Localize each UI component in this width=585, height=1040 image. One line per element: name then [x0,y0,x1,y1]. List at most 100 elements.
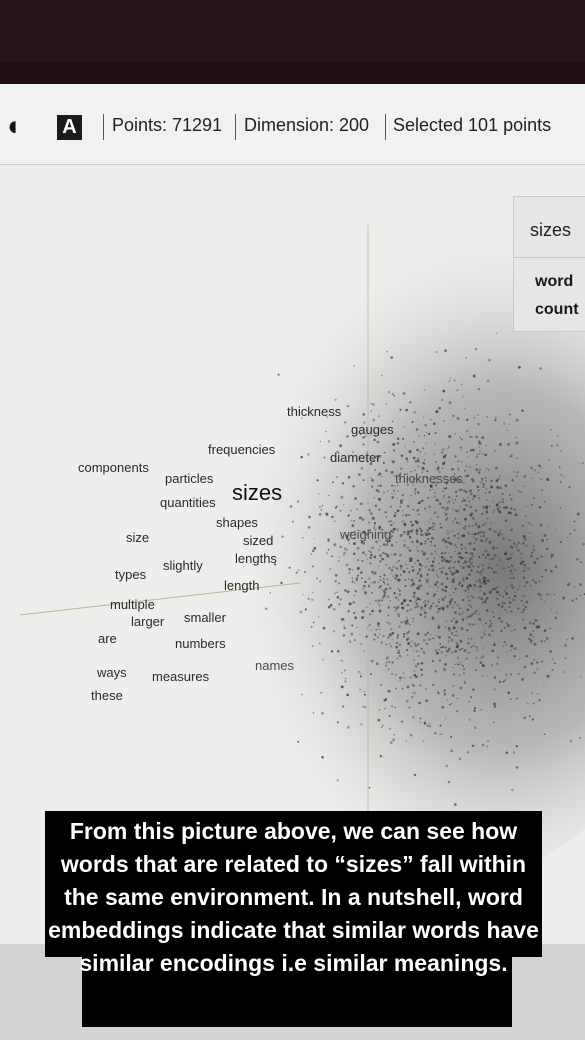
embedding-point [435,410,439,414]
embedding-point [448,446,450,448]
embedding-point [494,554,497,557]
embedding-point [456,626,459,629]
embedding-point [380,683,383,686]
word-label[interactable]: lengths [235,551,277,566]
embedding-point [449,570,452,573]
embedding-point [502,567,505,570]
embedding-point [484,582,487,585]
word-label[interactable]: diameter [330,450,381,465]
word-label[interactable]: sized [243,533,274,548]
embedding-point [397,605,400,608]
word-label-selected[interactable]: sizes [232,480,283,505]
embedding-point [472,565,475,568]
search-input[interactable]: sizes [530,220,572,240]
embedding-point [477,613,480,616]
column-label-word[interactable]: word [535,273,574,290]
embedding-point [402,570,406,573]
embedding-point [412,477,416,481]
embedding-point [430,537,434,540]
embedding-point [514,443,517,446]
embedding-point [448,602,452,606]
embedding-point [311,549,315,553]
embedding-point [486,499,488,501]
embedding-point [454,509,457,512]
embedding-point [368,508,371,512]
embedding-point [498,510,502,514]
word-label[interactable]: thicknesses [395,471,463,486]
word-label[interactable]: multiple [110,597,155,612]
word-label[interactable]: these [91,688,123,703]
embedding-point [376,459,379,461]
word-label[interactable]: measures [152,669,210,684]
embedding-point [468,591,470,594]
embedding-scatter-plot[interactable] [0,165,585,945]
embedding-point [416,540,419,544]
word-label[interactable]: size [126,530,150,545]
word-label[interactable]: length [224,578,260,593]
embedding-point [400,467,403,470]
embedding-point [426,529,430,532]
word-label[interactable]: quantities [160,495,216,510]
embedding-point [459,639,462,642]
embedding-point [468,651,471,654]
embedding-point [416,464,420,468]
word-label[interactable]: ways [97,665,127,680]
word-label[interactable]: names [255,658,295,673]
word-label[interactable]: weighing [340,527,392,542]
embedding-point [438,648,441,651]
embedding-point [431,481,435,484]
embedding-point [462,497,464,499]
label-mode-button[interactable]: A [57,115,82,140]
embedding-point [496,585,499,588]
embedding-point [440,583,444,586]
embedding-point [463,681,466,685]
word-label[interactable]: shapes [216,515,258,530]
embedding-point [378,455,382,458]
word-label[interactable]: slightly [163,558,203,573]
word-label[interactable]: thickness [287,404,342,419]
embedding-point [493,509,495,511]
word-label[interactable]: frequencies [208,442,276,457]
word-label[interactable]: larger [131,614,165,629]
embedding-point [538,464,541,468]
embedding-point [435,580,439,584]
embedding-point [525,505,528,508]
embedding-point [531,477,534,480]
embedding-point [378,604,381,607]
embedding-point [486,379,490,383]
embedding-point [454,455,457,458]
embedding-point [467,642,470,645]
embedding-point [549,627,551,630]
word-label[interactable]: components [78,460,149,475]
embedding-point [411,421,414,423]
embedding-point [335,410,337,412]
word-label[interactable]: are [98,631,117,646]
embedding-point [432,522,435,525]
embedding-point [505,586,508,589]
embedding-point [425,533,429,537]
embedding-point [299,610,303,614]
column-label-count[interactable]: count [535,301,579,318]
embedding-point [446,501,449,504]
embedding-point [509,569,512,573]
embedding-point [452,521,455,524]
word-label[interactable]: types [115,567,147,582]
word-label[interactable]: particles [165,471,214,486]
word-label[interactable]: smaller [184,610,226,625]
moon-icon[interactable]: ◖ [4,110,21,141]
embedding-point [397,587,400,590]
embedding-point [343,551,346,555]
embedding-point [426,724,429,727]
embedding-point [486,415,489,418]
embedding-point [450,468,454,471]
embedding-point [420,575,423,578]
embedding-point [484,522,487,525]
embedding-point [413,658,415,661]
word-label[interactable]: gauges [351,422,394,437]
word-label[interactable]: numbers [175,636,226,651]
embedding-point [436,516,439,518]
embedding-point [391,535,393,538]
embedding-point [419,527,422,530]
embedding-point [369,613,372,616]
embedding-point [444,589,447,593]
